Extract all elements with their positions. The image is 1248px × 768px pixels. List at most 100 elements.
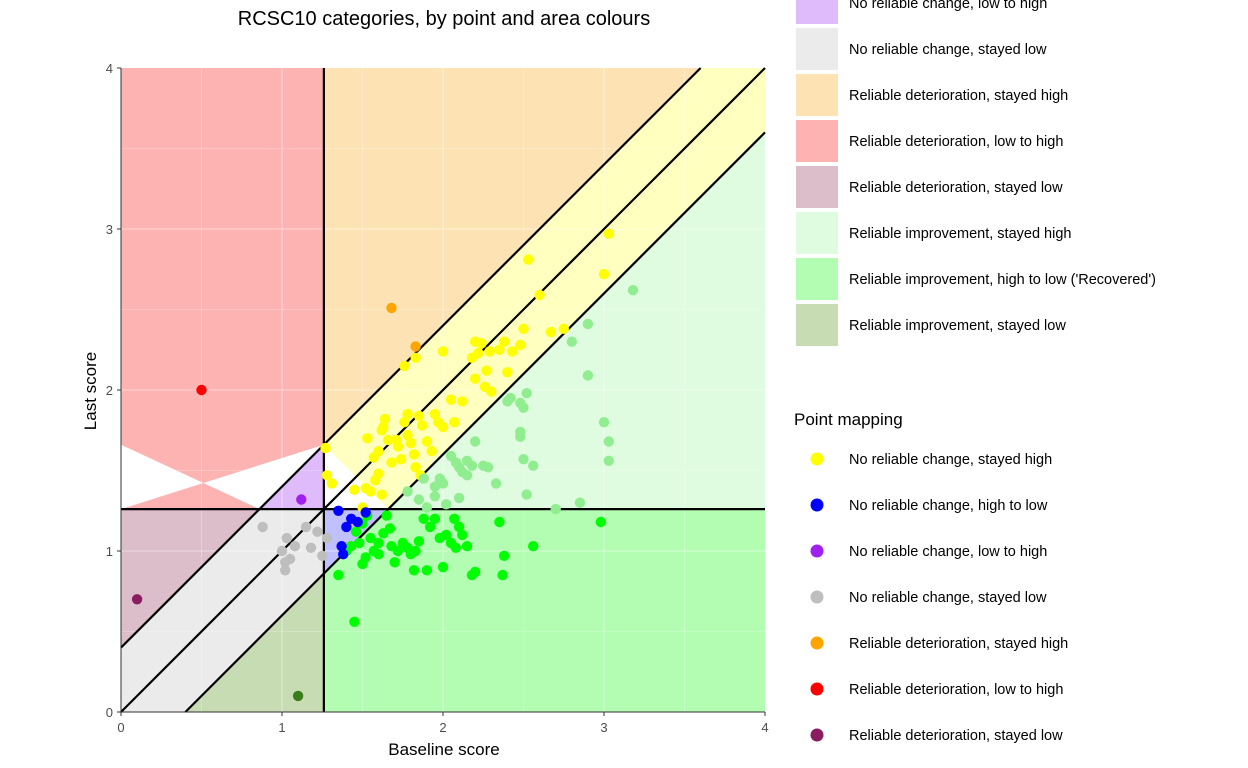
data-point	[437, 561, 449, 573]
data-point	[450, 542, 462, 553]
data-point	[373, 468, 384, 479]
data-point	[484, 346, 495, 357]
data-point	[312, 526, 323, 537]
data-point	[457, 529, 468, 541]
data-point	[257, 521, 268, 533]
area-legend-key	[796, 166, 838, 208]
data-point	[518, 454, 529, 465]
data-point	[518, 402, 529, 413]
x-axis-title: Baseline score	[388, 740, 500, 759]
data-point	[410, 545, 421, 557]
data-point	[405, 437, 416, 449]
area-legend-key	[796, 0, 838, 24]
area-legend-label: Reliable improvement, stayed low	[849, 318, 1066, 334]
point-legend-title: Point mapping	[794, 410, 903, 429]
data-point	[595, 516, 606, 528]
data-point	[392, 545, 404, 557]
data-point	[276, 545, 288, 557]
data-point	[470, 436, 481, 447]
data-point	[521, 489, 532, 500]
data-point	[305, 542, 317, 553]
data-point	[470, 336, 481, 347]
data-point	[413, 536, 425, 547]
data-point	[437, 346, 449, 357]
data-point	[521, 388, 532, 399]
data-point	[373, 446, 384, 457]
point-legend-label: No reliable change, stayed high	[849, 452, 1052, 468]
data-point	[378, 421, 389, 433]
data-point	[481, 365, 492, 376]
area-legend-label: Reliable deterioration, stayed high	[849, 88, 1068, 104]
data-point	[473, 347, 484, 359]
data-point	[196, 384, 207, 396]
data-point	[383, 434, 394, 446]
data-point	[338, 549, 349, 560]
area-legend-key	[796, 212, 838, 254]
y-tick-label: 4	[106, 61, 113, 76]
data-point	[429, 408, 441, 420]
area-legend-label: No reliable change, stayed low	[849, 42, 1047, 58]
data-point	[408, 565, 420, 576]
data-point	[598, 417, 610, 428]
area-legend-key	[796, 304, 838, 346]
data-point	[386, 302, 397, 314]
area-reliable-deterioration-low-to-high	[121, 68, 324, 510]
data-point	[429, 513, 441, 524]
data-point	[449, 513, 460, 524]
data-point	[131, 594, 143, 605]
data-point	[515, 339, 526, 351]
data-point	[534, 289, 545, 301]
data-point	[410, 462, 421, 473]
data-point	[402, 486, 413, 497]
data-point	[418, 513, 429, 524]
data-point	[289, 541, 301, 552]
data-point	[445, 394, 457, 405]
data-point	[494, 344, 505, 355]
data-point	[357, 558, 368, 570]
point-legend-label: No reliable change, high to low	[849, 498, 1048, 514]
y-tick-label: 2	[106, 383, 113, 398]
data-point	[296, 494, 307, 505]
data-point	[558, 323, 569, 334]
data-point	[441, 529, 452, 541]
area-legend-key	[796, 120, 838, 162]
data-point	[402, 408, 413, 420]
data-point	[494, 516, 505, 528]
data-point	[499, 336, 510, 347]
data-point	[515, 426, 526, 438]
data-point	[321, 532, 333, 544]
y-tick-label: 0	[106, 705, 113, 720]
data-point	[434, 473, 445, 484]
data-point	[333, 569, 344, 581]
data-point	[497, 569, 508, 581]
data-point	[416, 420, 428, 431]
data-point	[426, 446, 437, 457]
data-point	[365, 532, 376, 544]
point-legend-label: No reliable change, low to high	[849, 544, 1047, 560]
data-point	[627, 285, 639, 296]
data-point	[300, 521, 312, 533]
data-point	[413, 410, 425, 421]
area-legend-key	[796, 74, 838, 116]
data-point	[453, 521, 465, 533]
data-point	[429, 491, 441, 502]
point-legend-label: Reliable deterioration, low to high	[849, 682, 1063, 698]
data-point	[421, 502, 433, 513]
data-point	[320, 442, 331, 454]
data-point	[482, 462, 494, 473]
data-point	[418, 473, 429, 484]
data-point	[437, 421, 449, 433]
data-point	[582, 370, 594, 381]
point-legend-key	[810, 682, 824, 696]
data-point	[598, 268, 610, 280]
area-reliable-improvement-recovered	[323, 509, 765, 712]
data-point	[603, 436, 614, 447]
point-legend-label: Reliable deterioration, stayed low	[849, 728, 1063, 744]
data-point	[424, 521, 436, 533]
point-legend-key	[810, 636, 824, 650]
data-point	[603, 228, 614, 239]
data-point	[402, 429, 413, 441]
data-point	[603, 455, 614, 466]
data-point	[410, 341, 421, 352]
data-point	[499, 550, 510, 561]
